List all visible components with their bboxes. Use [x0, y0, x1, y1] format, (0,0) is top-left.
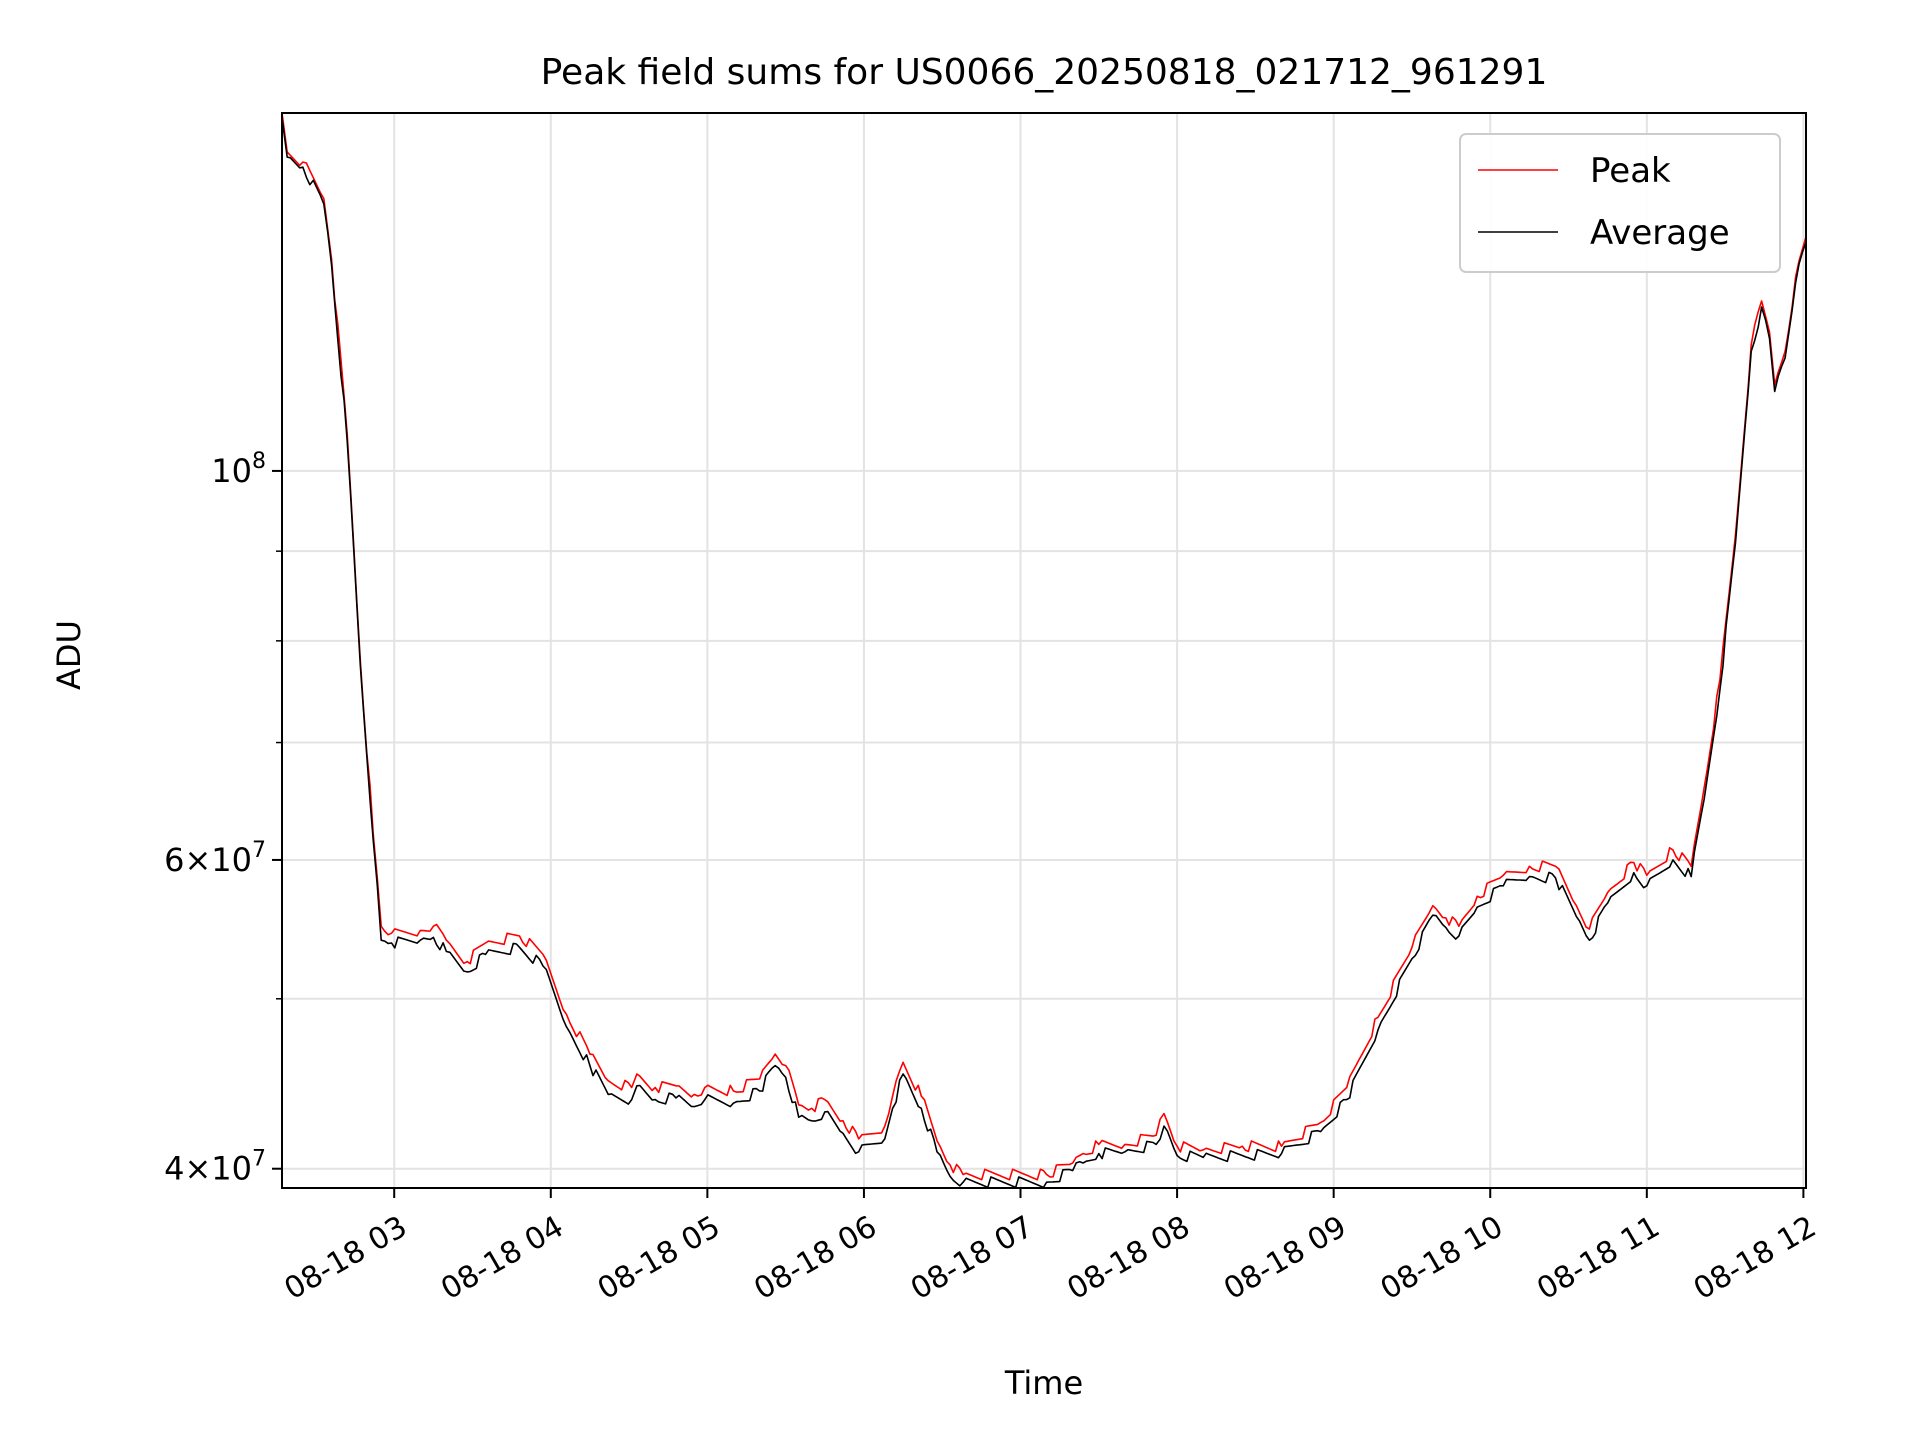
y-tick-exponent: 8 — [252, 449, 266, 474]
grid — [282, 113, 1806, 1188]
y-tick-label: 108 — [211, 449, 266, 490]
plot-series — [281, 112, 1807, 1189]
y-tick-mantissa: 6× — [164, 841, 211, 879]
legend-label-average: Average — [1590, 213, 1730, 253]
legend: Peak Average — [1459, 133, 1781, 273]
series-line-peak — [281, 112, 1807, 1181]
series-line-average — [281, 117, 1807, 1189]
y-axis-ticks: 4×107 6×107 108 — [164, 449, 282, 1188]
legend-label-peak: Peak — [1590, 151, 1671, 191]
legend-box — [1459, 133, 1781, 273]
y-tick-label: 6×107 — [164, 838, 266, 879]
y-axis-label: ADU — [50, 620, 88, 690]
x-axis-label: Time — [1004, 1364, 1083, 1402]
y-tick-label: 4×107 — [164, 1147, 266, 1188]
y-tick-exponent: 7 — [252, 1147, 266, 1172]
y-tick-exponent: 7 — [252, 838, 266, 863]
chart-title: Peak field sums for US0066_20250818_0217… — [541, 52, 1548, 93]
y-tick-mantissa: 4× — [164, 1150, 211, 1188]
plot-frame — [281, 112, 1807, 1189]
